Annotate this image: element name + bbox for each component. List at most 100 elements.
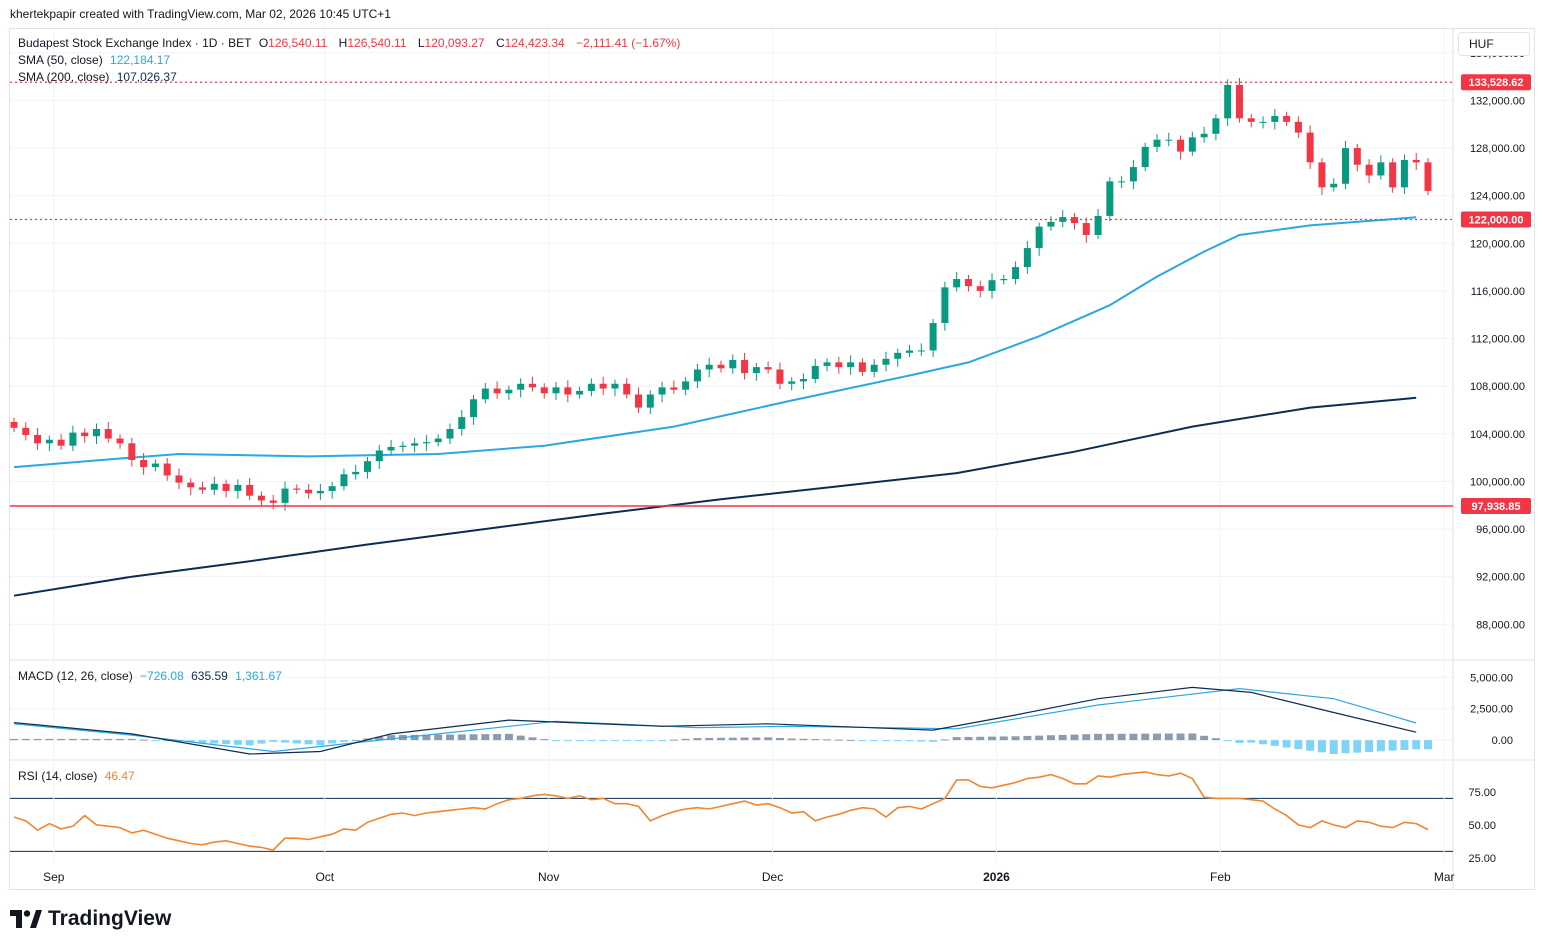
macd-histogram-bar	[811, 739, 820, 741]
macd-histogram-bar	[540, 739, 549, 741]
candle-body	[1129, 167, 1137, 182]
candle-body	[316, 490, 324, 494]
candle-body	[305, 489, 313, 494]
price-tick-label: 132,000.00	[1470, 95, 1525, 107]
candle-body	[92, 429, 100, 437]
candle-body	[776, 369, 784, 384]
sma50-legend: SMA (50, close) 122,184.17	[18, 53, 174, 67]
currency-button[interactable]: HUF	[1458, 32, 1530, 56]
candle-body	[199, 487, 207, 490]
macd-histogram-bar	[245, 740, 254, 746]
macd-histogram-bar	[646, 740, 655, 742]
candle-body	[387, 446, 395, 451]
macd-histogram-bar	[375, 736, 384, 741]
macd-histogram-bar	[1247, 740, 1256, 743]
candle-body	[717, 364, 725, 369]
macd-histogram-bar	[1412, 740, 1421, 750]
time-tick-label: 2026	[983, 870, 1010, 884]
candle-body	[964, 279, 972, 287]
macd-tick-label: 2,500.00	[1470, 704, 1513, 716]
price-tick-label: 120,000.00	[1470, 238, 1525, 250]
macd-histogram-bar	[988, 736, 997, 741]
candle-body	[257, 495, 265, 501]
candle-body	[587, 383, 595, 391]
candle-body	[976, 286, 984, 291]
candle-body	[1012, 267, 1020, 280]
macd-histogram-bar	[1117, 733, 1126, 741]
macd-histogram-bar	[929, 740, 938, 742]
candle-body	[281, 488, 289, 503]
candle-body	[564, 387, 572, 395]
candle-body	[988, 280, 996, 291]
macd-histogram-bar	[528, 737, 537, 741]
candle-body	[1165, 139, 1173, 141]
macd-hist-value: −726.08	[140, 669, 184, 683]
candle-body	[1259, 121, 1267, 123]
candle-body	[906, 350, 914, 353]
sma50-line	[13, 216, 1417, 469]
candle-body	[505, 389, 513, 394]
macd-histogram-bar	[422, 734, 431, 741]
candle-body	[1200, 133, 1208, 138]
candle-body	[540, 387, 548, 394]
macd-histogram-bar	[1105, 733, 1114, 741]
candle-body	[352, 471, 360, 475]
macd-histogram-bar	[1294, 740, 1303, 750]
macd-histogram-bar	[269, 740, 278, 742]
macd-histogram-bar	[1188, 733, 1197, 741]
candle-body	[246, 484, 254, 496]
macd-histogram-bar	[57, 738, 66, 741]
macd-histogram-bar	[870, 740, 879, 742]
macd-histogram-bar	[33, 738, 42, 741]
macd-histogram-bar	[952, 737, 961, 741]
macd-histogram-bar	[834, 739, 843, 741]
candle-body	[422, 442, 430, 444]
macd-signal-line	[13, 687, 1417, 753]
macd-histogram-bar	[1011, 736, 1020, 741]
macd-histogram-bar	[599, 740, 608, 742]
price-line-badge	[1461, 74, 1531, 91]
candle-body	[1400, 159, 1408, 188]
candle-body	[670, 387, 678, 390]
macd-histogram-bar	[104, 738, 113, 741]
price-line-badge	[1461, 211, 1531, 228]
candle-body	[104, 429, 112, 439]
symbol-name: Budapest Stock Exchange Index · 1D · BET	[18, 36, 252, 50]
macd-histogram-bar	[1058, 734, 1067, 741]
candle-body	[646, 394, 654, 408]
price-tick-label: 112,000.00	[1471, 334, 1525, 346]
tradingview-logo: TradingView	[10, 907, 171, 931]
macd-histogram-bar	[658, 740, 667, 742]
macd-histogram-bar	[339, 740, 348, 742]
macd-histogram-bar	[1211, 738, 1220, 741]
candle-body	[1271, 115, 1279, 122]
macd-histogram-bar	[634, 740, 643, 742]
chart-frame	[9, 28, 1535, 890]
candle-body	[458, 417, 466, 430]
candle-body	[1318, 162, 1326, 188]
macd-histogram-bar	[1353, 740, 1362, 753]
macd-histogram-bar	[92, 738, 101, 741]
price-tick-label: 88,000.00	[1476, 619, 1525, 631]
open-label: O	[258, 36, 269, 50]
candle-body	[929, 323, 937, 351]
candle-body	[611, 383, 619, 389]
price-tick-label: 108,000.00	[1470, 381, 1525, 393]
candle-body	[953, 279, 961, 288]
candle-body	[1212, 118, 1220, 134]
candle-body	[234, 484, 242, 491]
grid-lines	[10, 29, 1535, 890]
candle-body	[811, 365, 819, 380]
open-value: 126,540.11	[268, 36, 328, 50]
close-label: C	[495, 36, 505, 50]
rsi-tick-label: 75.00	[1468, 787, 1496, 799]
candle-body	[941, 287, 949, 324]
rsi-tick-label: 50.00	[1468, 820, 1496, 832]
candle-body	[1071, 217, 1078, 224]
macd-histogram-bar	[387, 735, 396, 741]
macd-histogram-bar	[752, 737, 761, 741]
time-tick-label: Dec	[762, 870, 783, 884]
macd-histogram-bar	[328, 740, 337, 744]
candle-body	[222, 483, 230, 491]
